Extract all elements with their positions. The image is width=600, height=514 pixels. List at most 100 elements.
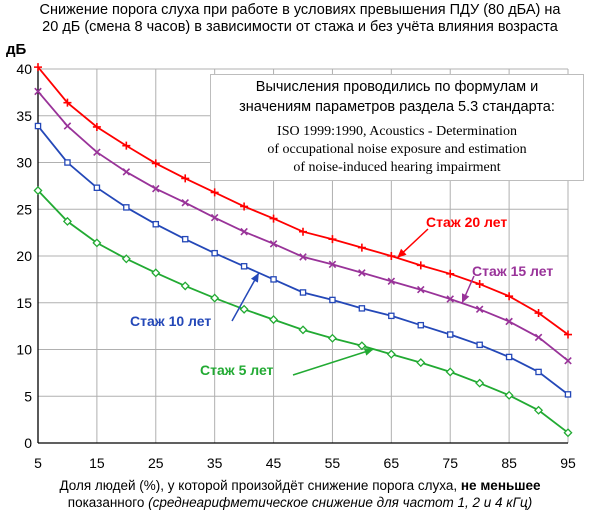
data-point: [329, 296, 336, 304]
series-label-arrowhead: [397, 248, 407, 258]
data-point: [446, 269, 455, 278]
data-point: [446, 295, 454, 303]
y-axis-label: дБ: [6, 41, 27, 58]
data-point: [358, 269, 366, 277]
data-point: [64, 159, 71, 166]
y-tick-label: 25: [16, 201, 32, 217]
x-tick-label: 35: [207, 455, 223, 471]
data-point: [534, 333, 543, 342]
data-point: [358, 305, 366, 312]
note-en-line2: of occupational noise exposure and estim…: [267, 142, 527, 157]
y-tick-label: 40: [16, 61, 32, 77]
data-point: [299, 289, 307, 296]
data-point: [298, 325, 308, 335]
data-point: [34, 63, 42, 72]
data-point: [93, 184, 101, 191]
data-point: [386, 349, 396, 359]
data-point: [123, 204, 130, 211]
chart-title-line2: 20 дБ (смена 8 часов) в зависимости от с…: [42, 19, 558, 35]
data-point: [152, 220, 160, 228]
data-point: [122, 168, 131, 176]
data-point: [357, 341, 367, 351]
data-point: [181, 174, 190, 183]
data-point: [270, 276, 277, 283]
data-point: [240, 263, 248, 270]
x-axis-label-bold: не меньшее: [460, 478, 541, 493]
data-point: [180, 281, 190, 291]
series-label-pointer: [292, 348, 374, 376]
data-point: [416, 261, 425, 270]
data-point: [181, 198, 189, 207]
data-point: [505, 292, 514, 301]
data-point: [504, 390, 514, 400]
data-point: [475, 378, 485, 388]
y-tick-label: 5: [24, 388, 32, 404]
x-tick-label: 95: [560, 455, 576, 471]
y-tick-label: 30: [16, 155, 32, 171]
data-point: [93, 148, 101, 156]
data-point: [122, 141, 131, 150]
data-point: [239, 304, 249, 314]
y-tick-label: 20: [16, 248, 32, 264]
data-point: [445, 367, 455, 377]
note-standard-reference: ISO 1999:1990, Acoustics - Determination…: [211, 123, 583, 177]
y-tick-label: 15: [16, 295, 32, 311]
series-label-stazh-5: Стаж 5 лет: [200, 362, 274, 378]
data-point: [299, 227, 307, 236]
axes: [37, 69, 568, 444]
data-point: [63, 98, 72, 107]
x-axis-label-part1: Доля людей (%), у которой произойдёт сни…: [59, 478, 461, 493]
series-label-arrowhead: [363, 348, 374, 356]
x-tick-label: 25: [148, 455, 164, 471]
data-point: [505, 353, 513, 361]
data-point: [211, 249, 218, 257]
note-en-line3: of noise-induced hearing impairment: [293, 160, 501, 175]
data-point: [505, 317, 513, 326]
data-point: [151, 268, 161, 278]
data-point: [417, 321, 425, 329]
data-point: [534, 405, 544, 415]
note-ru-line1: Вычисления проводились по формулам и: [255, 79, 539, 95]
x-tick-label: 15: [89, 455, 105, 471]
series-label-stazh-15: Стаж 15 лет: [472, 263, 554, 279]
series-label-stazh-10: Стаж 10 лет: [130, 313, 212, 329]
note-ru-line2: значениям параметров раздела 5.3 стандар…: [239, 99, 555, 115]
data-point: [210, 188, 219, 197]
data-point: [388, 312, 395, 320]
data-point: [387, 252, 396, 260]
data-point: [563, 428, 573, 438]
data-point: [535, 368, 542, 376]
x-tick-label: 85: [501, 455, 517, 471]
x-tick-label: 65: [384, 455, 400, 471]
x-axis-label-italic: (среднеарифметическое снижение для часто…: [148, 495, 533, 510]
data-point: [476, 341, 483, 349]
series-3: [33, 186, 573, 438]
x-tick-label: 5: [34, 455, 42, 471]
data-point: [327, 333, 337, 343]
data-point: [62, 216, 72, 226]
data-point: [446, 331, 454, 338]
data-point: [299, 253, 307, 261]
chart-title: Снижение порога слуха при работе в услов…: [0, 2, 600, 36]
x-axis-label-line2: показанного: [67, 495, 149, 510]
x-tick-label: 75: [442, 455, 458, 471]
series-label-arrowhead: [461, 293, 470, 304]
series-2: [34, 122, 572, 398]
data-point: [534, 309, 543, 318]
data-point: [151, 159, 160, 168]
data-point: [416, 358, 426, 368]
data-point: [34, 87, 42, 96]
series-label-arrowhead: [250, 272, 259, 283]
data-point: [387, 277, 396, 286]
y-tick-label: 35: [16, 108, 32, 124]
data-point: [34, 122, 42, 130]
y-tick-label: 0: [24, 435, 32, 451]
series-0: [34, 63, 572, 339]
data-point: [564, 330, 572, 339]
data-point: [269, 214, 278, 223]
data-point: [269, 315, 279, 325]
series-label-pointer: [231, 272, 260, 322]
data-point: [564, 356, 572, 365]
data-point: [328, 260, 337, 269]
